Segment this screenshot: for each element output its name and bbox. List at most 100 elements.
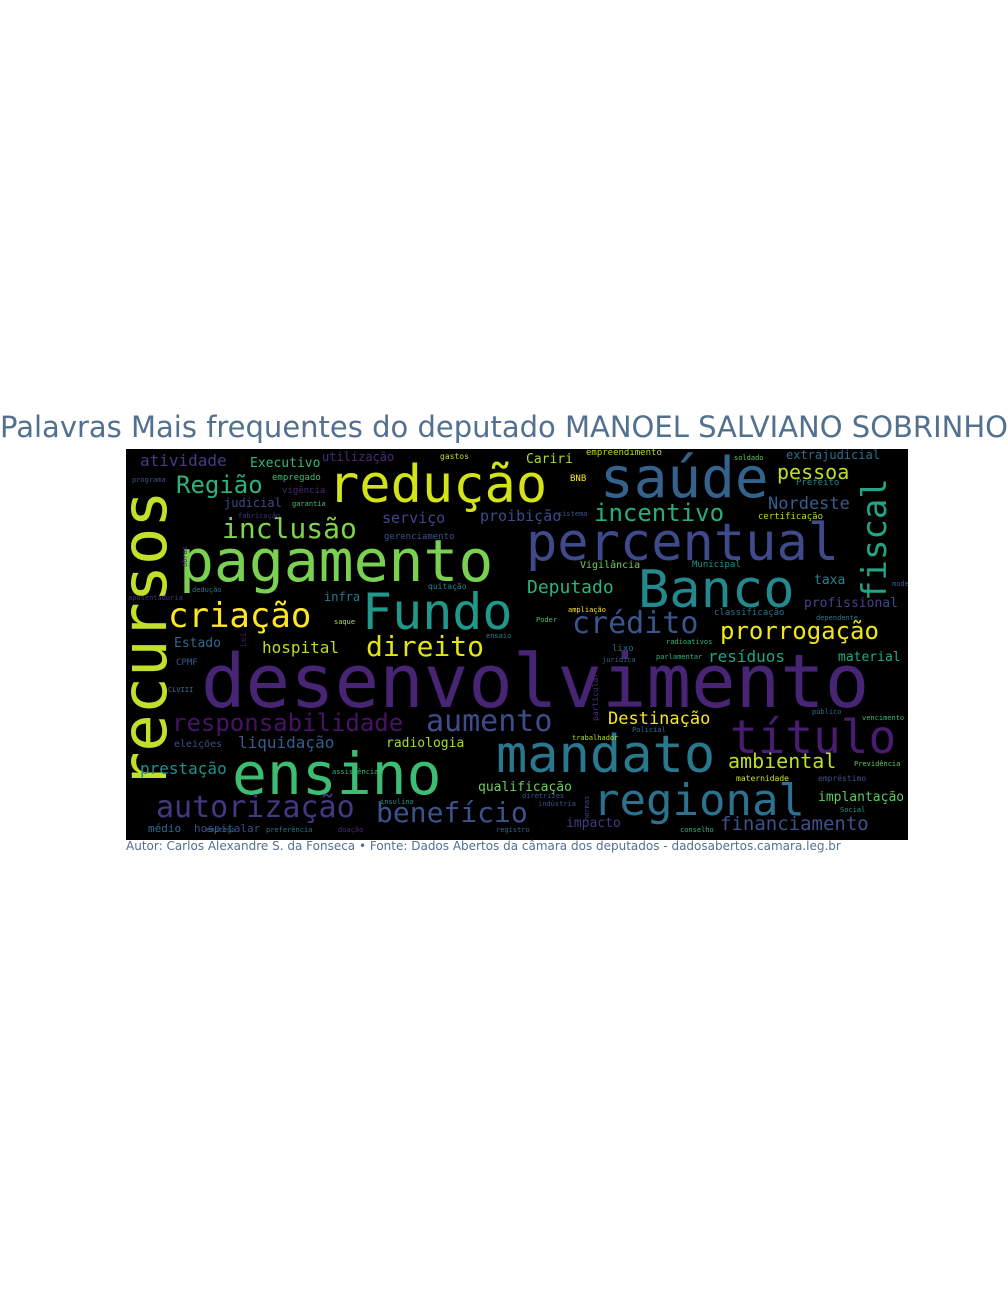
- word: quitação: [428, 582, 467, 591]
- word: Destinação: [608, 709, 711, 729]
- word: Municipal: [692, 560, 741, 570]
- word: direito: [366, 630, 485, 663]
- word: gastos: [440, 452, 469, 461]
- word: recursos: [126, 490, 181, 789]
- word: radioativos: [666, 638, 713, 646]
- word: ambiental: [728, 749, 837, 773]
- word: sistema: [558, 510, 588, 518]
- word: dedução: [192, 586, 222, 594]
- word-cloud-image: desenvolvimento recursos pagamento reduç…: [126, 449, 908, 840]
- word: lixo: [612, 644, 634, 654]
- word: fabricação: [238, 512, 281, 520]
- word: trabalhador: [572, 734, 619, 742]
- word: Região: [176, 471, 263, 499]
- word: parlamentar: [656, 653, 703, 661]
- word: percentual: [526, 513, 840, 573]
- word: obras: [181, 545, 189, 567]
- word: conselho: [680, 826, 714, 834]
- word: autorização: [156, 790, 355, 825]
- word: Estado: [174, 636, 221, 651]
- word: vencimento: [862, 714, 905, 722]
- source-caption: Autor: Carlos Alexandre S. da Fonseca • …: [126, 839, 841, 853]
- word: saúde: [600, 449, 769, 511]
- word: ensino: [232, 740, 442, 808]
- word: BNB: [570, 474, 587, 484]
- word: vigência: [282, 486, 326, 496]
- word: Prefeito: [796, 478, 840, 488]
- word: utilização: [322, 450, 395, 464]
- word: ampliação: [568, 606, 606, 614]
- word: taxa: [814, 573, 846, 588]
- word: financiamento: [720, 813, 869, 835]
- word: Cariri: [526, 452, 573, 467]
- word: ensaio: [486, 632, 512, 640]
- word: dependente: [816, 614, 859, 622]
- word: Fundo: [362, 583, 513, 641]
- word: benefício: [376, 796, 528, 829]
- word: hospital: [262, 638, 340, 657]
- word: Previdência: [854, 760, 901, 768]
- word: particular: [591, 672, 600, 721]
- word: criação: [168, 596, 312, 636]
- word: maternidade: [736, 774, 789, 783]
- word: redução: [328, 455, 548, 515]
- word: CPMF: [176, 658, 198, 668]
- word: eleições: [174, 739, 223, 750]
- word: incentivo: [594, 499, 725, 527]
- word: público: [812, 708, 842, 716]
- word: gerenciamento: [384, 532, 455, 542]
- word: pagamento: [179, 527, 494, 595]
- word: inclusão: [222, 512, 357, 545]
- word: doação: [338, 826, 364, 834]
- word: Social: [840, 806, 866, 814]
- word: resíduos: [708, 647, 786, 666]
- word: Nordeste: [768, 494, 850, 514]
- word: judicial: [224, 496, 282, 510]
- word: Deputado: [527, 577, 614, 598]
- word: liquidação: [238, 733, 335, 752]
- word: empreendimento: [586, 449, 662, 458]
- word: preferência: [266, 826, 313, 834]
- word: pessoa: [777, 460, 850, 484]
- word: implantação: [818, 790, 905, 805]
- word: crédito: [572, 606, 699, 641]
- word: Banco: [638, 560, 795, 620]
- word: indústria: [538, 800, 576, 808]
- word: mandato: [496, 725, 716, 785]
- word: proibição: [480, 507, 562, 525]
- word: empregado: [272, 473, 321, 483]
- word: prorrogação: [720, 617, 879, 645]
- word: desenvolvimento: [201, 639, 870, 725]
- word: jurídica: [602, 656, 636, 664]
- word: normas: [583, 795, 591, 821]
- word: impacto: [566, 816, 621, 831]
- word: aposentadoria: [128, 594, 183, 602]
- word: material: [838, 650, 901, 665]
- word: assistência: [332, 768, 379, 776]
- word: diretrizes: [522, 792, 565, 800]
- word: programa: [132, 476, 166, 484]
- word: Executivo: [250, 456, 321, 471]
- word: radiologia: [386, 736, 465, 751]
- word: emprego: [206, 826, 236, 834]
- word: título: [730, 710, 897, 764]
- word: modernização: [892, 580, 908, 588]
- word: certificação: [758, 512, 824, 522]
- word: Poder: [536, 616, 558, 624]
- word: infra: [324, 590, 361, 604]
- word: Policial: [632, 726, 666, 734]
- word: registro: [496, 826, 530, 834]
- word: extrajudicial: [786, 449, 880, 462]
- word: insulina: [380, 798, 414, 806]
- word: classificação: [714, 608, 785, 618]
- word: soldado: [734, 454, 764, 462]
- word: prestação: [140, 759, 227, 778]
- word: hospitalar: [194, 822, 261, 835]
- word: saque: [334, 618, 356, 626]
- word: serviço: [382, 509, 446, 527]
- word: profissional: [804, 596, 898, 611]
- chart-title: Palavras Mais frequentes do deputado MAN…: [0, 410, 1008, 444]
- word: qualificação: [478, 780, 572, 795]
- word: atividade: [140, 451, 227, 470]
- word: aumento: [426, 704, 553, 739]
